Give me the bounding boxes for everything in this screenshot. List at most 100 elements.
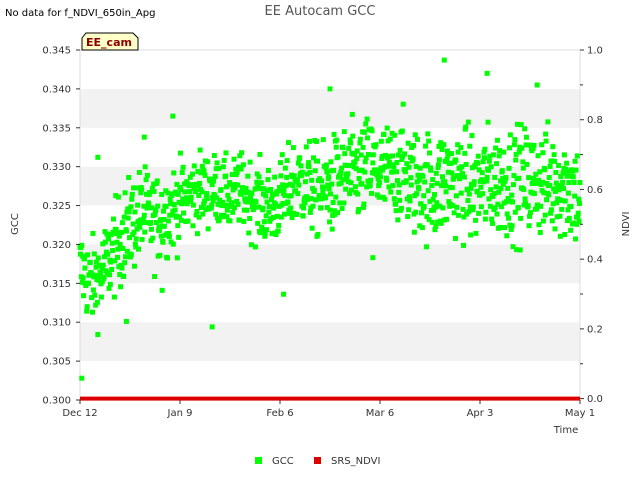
gcc-point (443, 189, 449, 195)
gcc-point (334, 137, 340, 143)
gcc-point (86, 272, 92, 278)
gcc-point (441, 142, 447, 148)
gcc-point (236, 217, 242, 223)
gcc-point (573, 236, 579, 242)
gcc-point (79, 242, 85, 248)
gcc-point (376, 194, 382, 200)
gcc-point (449, 185, 455, 191)
gcc-point (320, 189, 326, 195)
gcc-point (466, 209, 472, 215)
gcc-point (276, 222, 282, 228)
gcc-point (218, 187, 224, 193)
gcc-point (448, 160, 454, 166)
gcc-point (359, 167, 365, 173)
gcc-point (161, 216, 167, 222)
gcc-point (273, 231, 279, 237)
gcc-point (565, 190, 571, 196)
gcc-point (571, 180, 577, 186)
gcc-point (115, 194, 121, 200)
gcc-point (260, 205, 266, 211)
gcc-point (350, 133, 356, 139)
gcc-point (474, 189, 480, 195)
gcc-point (470, 207, 476, 213)
gcc-point (153, 220, 159, 226)
gcc-point (272, 174, 278, 180)
x-tick-label: May 1 (565, 408, 595, 419)
gcc-point (149, 205, 155, 211)
gcc-point (526, 175, 532, 181)
gcc-point (300, 213, 306, 219)
gcc-point (565, 207, 571, 213)
gcc-point (389, 130, 395, 136)
gcc-point (440, 205, 446, 211)
gcc-point (433, 170, 439, 176)
gcc-point (552, 226, 558, 232)
gcc-point (406, 207, 412, 213)
gcc-point (126, 209, 132, 215)
gcc-point (345, 179, 351, 185)
gcc-point (284, 174, 290, 180)
gcc-point (235, 182, 241, 188)
gcc-point (137, 217, 143, 223)
gcc-point (555, 183, 561, 189)
gcc-point (494, 161, 500, 167)
gcc-point (263, 213, 269, 219)
gcc-point (349, 111, 355, 117)
gcc-point (99, 278, 105, 284)
gcc-point (568, 227, 574, 233)
gcc-point (288, 205, 294, 211)
gcc-point (108, 259, 114, 265)
gcc-point (133, 236, 139, 242)
gcc-point (392, 132, 398, 138)
gcc-point (509, 192, 515, 198)
gcc-point (413, 164, 419, 170)
gcc-point (245, 189, 251, 195)
gcc-point (235, 201, 241, 207)
gcc-point (377, 174, 383, 180)
gcc-point (518, 215, 524, 221)
gcc-point (190, 171, 195, 177)
gcc-point (347, 191, 353, 197)
gcc-point (296, 182, 302, 188)
gcc-point (133, 244, 139, 250)
gcc-point (510, 199, 516, 205)
gcc-point (309, 225, 315, 231)
gcc-point (415, 136, 420, 142)
y-tick-label-left: 0.340 (42, 84, 71, 95)
gcc-point (204, 195, 210, 201)
gcc-point (408, 182, 414, 188)
gcc-point (411, 229, 417, 235)
gcc-point (386, 184, 392, 190)
gcc-point (556, 187, 562, 193)
gcc-point (490, 152, 496, 158)
gcc-point (130, 221, 136, 227)
gcc-point (326, 186, 332, 192)
gcc-point (324, 169, 330, 175)
gcc-point (259, 224, 265, 230)
gcc-point (165, 255, 170, 261)
gcc-point (333, 194, 339, 200)
gcc-point (450, 203, 456, 209)
gcc-point (333, 144, 339, 150)
gcc-point (346, 145, 352, 151)
gcc-point (312, 168, 318, 174)
gcc-point (482, 216, 488, 222)
gcc-point (512, 137, 518, 143)
gcc-point (425, 131, 431, 137)
gcc-point (562, 198, 568, 204)
x-tick-label: Jan 9 (167, 408, 193, 419)
gcc-point (187, 174, 193, 180)
gcc-point (393, 208, 399, 214)
gcc-point (270, 192, 276, 198)
gcc-point (235, 164, 241, 170)
gcc-point (259, 228, 265, 234)
gcc-point (144, 172, 150, 178)
gcc-point (212, 192, 218, 198)
x-tick-label: Mar 6 (366, 408, 394, 419)
gcc-point (342, 151, 348, 157)
gcc-point (323, 162, 329, 168)
gcc-point (277, 184, 283, 190)
gcc-point (511, 173, 517, 179)
gcc-point (526, 223, 532, 229)
gcc-point (498, 186, 504, 192)
